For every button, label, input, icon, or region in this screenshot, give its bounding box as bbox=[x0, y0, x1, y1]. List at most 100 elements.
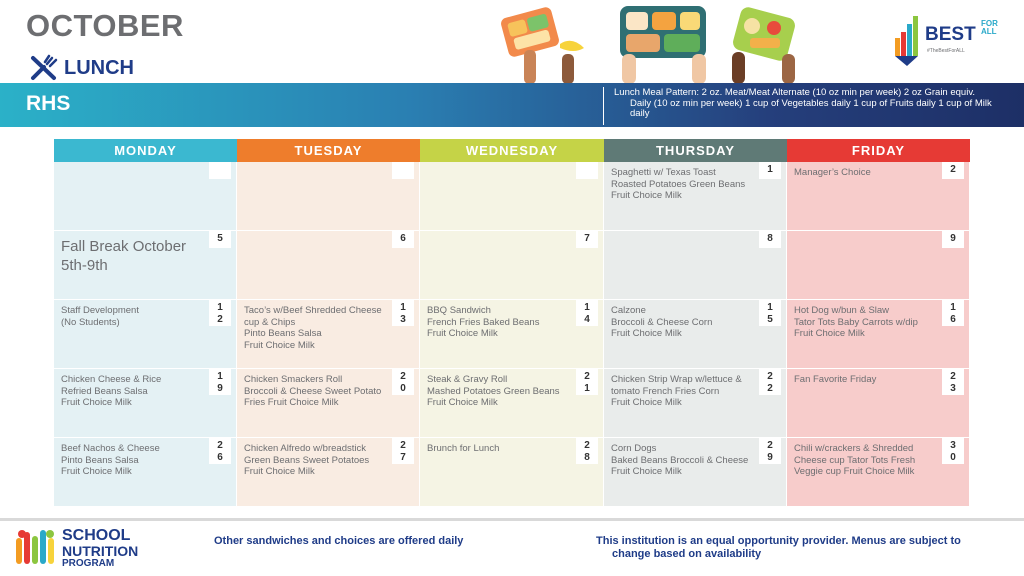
date-number: 2 1 bbox=[576, 369, 598, 395]
calendar-cell-tuesday: 2 7 Chicken Alfredo w/breadstick Green Be… bbox=[237, 438, 420, 507]
logo-best-text: BEST bbox=[925, 24, 976, 45]
calendar-cell-monday: 2 6 Beef Nachos & Cheese Pinto Beans Sals… bbox=[54, 438, 237, 507]
menu-items: Corn Dogs Baked Beans Broccoli & Cheese … bbox=[611, 443, 749, 477]
date-number: 1 bbox=[759, 162, 781, 179]
school-nutrition-program-logo: SCHOOL NUTRITION PROGRAM bbox=[14, 526, 164, 570]
calendar-cell-thursday: 2 2 Chicken Strip Wrap w/lettuce & tomato… bbox=[604, 369, 787, 438]
calendar-grid: 1 Spaghetti w/ Texas Toast Roasted Potato… bbox=[54, 162, 970, 507]
date-number: 2 6 bbox=[209, 438, 231, 464]
date-number: 2 0 bbox=[392, 369, 414, 395]
logo-forall-text: FOR ALL bbox=[981, 19, 998, 36]
day-header-tuesday: TUESDAY bbox=[237, 139, 420, 162]
calendar-cell-tuesday: 6 bbox=[237, 231, 420, 300]
menu-items: BBQ Sandwich French Fries Baked Beans Fr… bbox=[427, 305, 540, 339]
date-number bbox=[392, 162, 414, 179]
menu-items: Steak & Gravy Roll Mashed Potatoes Green… bbox=[427, 374, 560, 408]
date-number: 2 2 bbox=[759, 369, 781, 395]
banner-divider bbox=[603, 87, 604, 125]
calendar-cell-tuesday: 2 0 Chicken Smackers Roll Broccoli & Chee… bbox=[237, 369, 420, 438]
snp-nutrition-text: NUTRITION bbox=[62, 543, 139, 559]
date-number: 9 bbox=[942, 231, 964, 248]
menu-items: Chicken Alfredo w/breadstick Green Beans… bbox=[244, 443, 370, 477]
date-number bbox=[209, 162, 231, 179]
calendar-cell-monday bbox=[54, 162, 237, 231]
date-number bbox=[576, 162, 598, 179]
menu-items: Chicken Cheese & Rice Refried Beans Sals… bbox=[61, 374, 162, 408]
calendar-cell-friday: 1 6 Hot Dog w/bun & Slaw Tator Tots Baby … bbox=[787, 300, 970, 369]
date-number: 3 0 bbox=[942, 438, 964, 464]
menu-items: Staff Development (No Students) bbox=[61, 305, 139, 328]
calendar-cell-wednesday: 2 1 Steak & Gravy Roll Mashed Potatoes Gr… bbox=[420, 369, 604, 438]
footer-availability: change based on availability bbox=[612, 548, 762, 560]
menu-items: Manager’s Choice bbox=[794, 167, 871, 178]
calendar-cell-monday: 1 2 Staff Development (No Students) bbox=[54, 300, 237, 369]
calendar-cell-tuesday: 1 3 Taco’s w/Beef Shredded Cheese cup & C… bbox=[237, 300, 420, 369]
menu-items: Chicken Strip Wrap w/lettuce & tomato Fr… bbox=[611, 374, 742, 408]
meal-pattern-text: Lunch Meal Pattern: 2 oz. Meat/Meat Alte… bbox=[614, 87, 992, 119]
date-number: 1 2 bbox=[209, 300, 231, 326]
footer-divider bbox=[0, 518, 1024, 521]
footer-equal-opportunity: This institution is an equal opportunity… bbox=[596, 535, 961, 547]
date-number: 2 8 bbox=[576, 438, 598, 464]
calendar-cell-friday: 9 bbox=[787, 231, 970, 300]
logo-hashtag: #TheBestForALL bbox=[927, 48, 965, 54]
date-number: 2 9 bbox=[759, 438, 781, 464]
date-number: 1 4 bbox=[576, 300, 598, 326]
calendar-cell-wednesday: 1 4 BBQ Sandwich French Fries Baked Beans… bbox=[420, 300, 604, 369]
menu-items: Calzone Broccoli & Cheese Corn Fruit Cho… bbox=[611, 305, 713, 339]
day-header-monday: MONDAY bbox=[54, 139, 237, 162]
menu-items: Brunch for Lunch bbox=[427, 443, 500, 454]
calendar-cell-wednesday: 7 bbox=[420, 231, 604, 300]
day-header-friday: FRIDAY bbox=[787, 139, 970, 162]
kids-hands-icon bbox=[16, 530, 54, 564]
menu-items: Chicken Smackers Roll Broccoli & Cheese … bbox=[244, 374, 382, 408]
date-number: 1 5 bbox=[759, 300, 781, 326]
date-number: 2 bbox=[942, 162, 964, 179]
footer-note-left: Other sandwiches and choices are offered… bbox=[214, 535, 464, 547]
menu-calendar: MONDAY TUESDAY WEDNESDAY THURSDAY FRIDAY… bbox=[54, 139, 970, 508]
meal-type: LUNCH bbox=[30, 54, 134, 82]
break-notice: Fall Break October 5th-9th bbox=[61, 238, 187, 274]
meal-label: LUNCH bbox=[64, 56, 134, 79]
calendar-cell-thursday: 1 5 Calzone Broccoli & Cheese Corn Fruit … bbox=[604, 300, 787, 369]
date-number: 5 bbox=[209, 231, 231, 248]
pencil-bars-icon bbox=[895, 16, 918, 66]
snp-program-text: PROGRAM bbox=[62, 558, 115, 569]
lunch-tray-illustration bbox=[501, 6, 795, 84]
date-number: 1 6 bbox=[942, 300, 964, 326]
calendar-cell-friday: 2 Manager’s Choice bbox=[787, 162, 970, 231]
calendar-cell-wednesday: 2 8 Brunch for Lunch bbox=[420, 438, 604, 507]
calendar-cell-wednesday bbox=[420, 162, 604, 231]
date-number: 8 bbox=[759, 231, 781, 248]
month-title: OCTOBER bbox=[26, 8, 184, 43]
school-banner: RHS Lunch Meal Pattern: 2 oz. Meat/Meat … bbox=[0, 83, 1024, 127]
day-header-row: MONDAY TUESDAY WEDNESDAY THURSDAY FRIDAY bbox=[54, 139, 970, 162]
date-number: 7 bbox=[576, 231, 598, 248]
snp-school-text: SCHOOL bbox=[62, 527, 131, 544]
calendar-cell-thursday: 2 9 Corn Dogs Baked Beans Broccoli & Chee… bbox=[604, 438, 787, 507]
menu-items: Fan Favorite Friday bbox=[794, 374, 877, 385]
date-number: 6 bbox=[392, 231, 414, 248]
date-number: 1 9 bbox=[209, 369, 231, 395]
calendar-cell-thursday: 8 bbox=[604, 231, 787, 300]
calendar-cell-monday: 1 9 Chicken Cheese & Rice Refried Beans S… bbox=[54, 369, 237, 438]
date-number: 2 3 bbox=[942, 369, 964, 395]
menu-items: Spaghetti w/ Texas Toast Roasted Potatoe… bbox=[611, 167, 746, 201]
calendar-cell-monday: 5 Fall Break October 5th-9th bbox=[54, 231, 237, 300]
date-number: 1 3 bbox=[392, 300, 414, 326]
calendar-cell-friday: 2 3 Fan Favorite Friday bbox=[787, 369, 970, 438]
day-header-thursday: THURSDAY bbox=[604, 139, 787, 162]
day-header-wednesday: WEDNESDAY bbox=[420, 139, 604, 162]
best-for-all-logo: BEST FOR ALL #TheBestForALL bbox=[893, 14, 1013, 66]
menu-items: Hot Dog w/bun & Slaw Tator Tots Baby Car… bbox=[794, 305, 918, 339]
footer-note-right: This institution is an equal opportunity… bbox=[596, 535, 986, 561]
calendar-cell-friday: 3 0 Chili w/crackers & Shredded Cheese cu… bbox=[787, 438, 970, 507]
menu-items: Taco’s w/Beef Shredded Cheese cup & Chip… bbox=[244, 305, 382, 351]
calendar-cell-thursday: 1 Spaghetti w/ Texas Toast Roasted Potato… bbox=[604, 162, 787, 231]
menu-items: Chili w/crackers & Shredded Cheese cup T… bbox=[794, 443, 916, 477]
utensils-icon bbox=[31, 54, 58, 80]
school-name: RHS bbox=[26, 92, 71, 115]
date-number: 2 7 bbox=[392, 438, 414, 464]
calendar-cell-tuesday bbox=[237, 162, 420, 231]
menu-items: Beef Nachos & Cheese Pinto Beans Salsa F… bbox=[61, 443, 160, 477]
